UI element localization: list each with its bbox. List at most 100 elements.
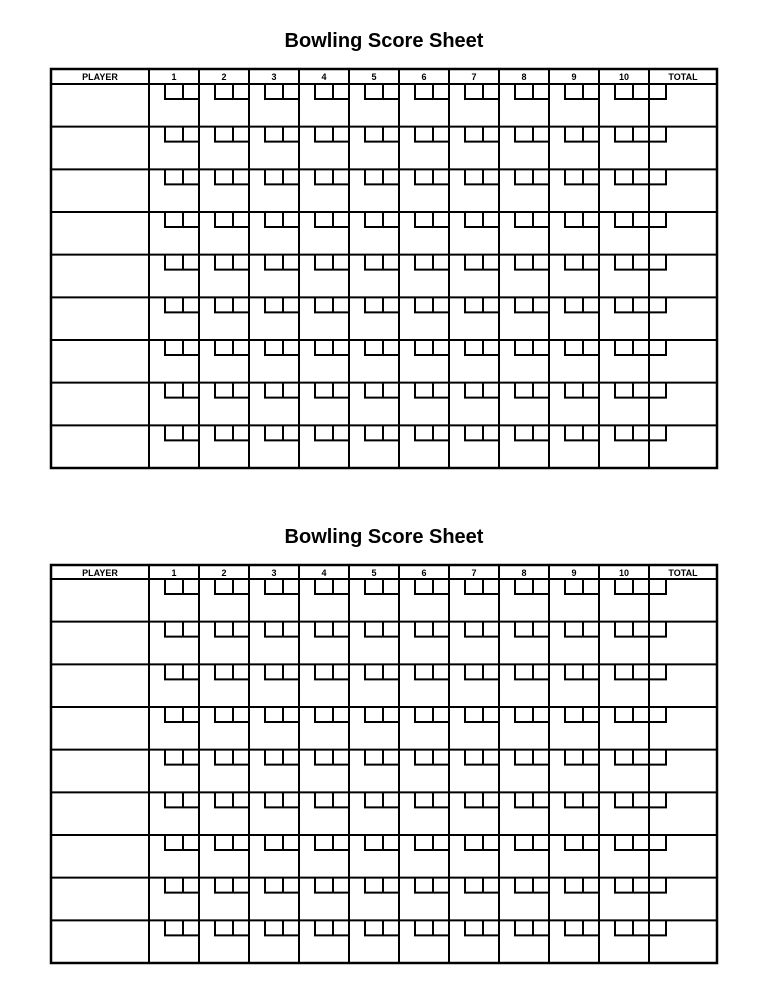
frame-ball-boxes[interactable] (564, 877, 599, 894)
frame-ball-boxes[interactable] (314, 212, 349, 228)
frame-ball-boxes[interactable] (164, 579, 199, 595)
frame-ball-boxes[interactable] (264, 792, 299, 809)
total-cell[interactable] (668, 257, 715, 296)
frame-ball-boxes[interactable] (214, 126, 249, 143)
frame-ball-boxes[interactable] (564, 707, 599, 723)
player-name-cell[interactable] (53, 922, 147, 961)
player-name-cell[interactable] (53, 86, 147, 125)
tenth-frame-third-ball-box[interactable] (649, 126, 667, 143)
tenth-frame-third-ball-box[interactable] (649, 382, 667, 399)
total-cell[interactable] (668, 385, 715, 424)
frame-ball-boxes[interactable] (614, 169, 649, 186)
frame-ball-boxes[interactable] (514, 877, 549, 894)
frame-ball-boxes[interactable] (164, 877, 199, 894)
frame-ball-boxes[interactable] (264, 664, 299, 681)
frame-ball-boxes[interactable] (464, 920, 499, 937)
player-name-cell[interactable] (53, 129, 147, 168)
frame-ball-boxes[interactable] (614, 835, 649, 851)
frame-ball-boxes[interactable] (314, 621, 349, 638)
player-name-cell[interactable] (53, 581, 147, 620)
frame-ball-boxes[interactable] (164, 297, 199, 314)
frame-ball-boxes[interactable] (264, 425, 299, 442)
frame-ball-boxes[interactable] (264, 382, 299, 399)
frame-ball-boxes[interactable] (314, 425, 349, 442)
total-cell[interactable] (668, 129, 715, 168)
total-cell[interactable] (668, 214, 715, 253)
frame-ball-boxes[interactable] (514, 297, 549, 314)
frame-ball-boxes[interactable] (514, 212, 549, 228)
frame-ball-boxes[interactable] (514, 621, 549, 638)
frame-ball-boxes[interactable] (364, 835, 399, 851)
frame-ball-boxes[interactable] (564, 425, 599, 442)
frame-ball-boxes[interactable] (364, 792, 399, 809)
frame-ball-boxes[interactable] (164, 792, 199, 809)
total-cell[interactable] (668, 427, 715, 466)
player-name-cell[interactable] (53, 880, 147, 919)
tenth-frame-third-ball-box[interactable] (649, 749, 667, 766)
frame-ball-boxes[interactable] (214, 835, 249, 851)
frame-ball-boxes[interactable] (214, 749, 249, 766)
frame-ball-boxes[interactable] (414, 212, 449, 228)
tenth-frame-third-ball-box[interactable] (649, 664, 667, 681)
frame-ball-boxes[interactable] (564, 254, 599, 271)
frame-ball-boxes[interactable] (164, 749, 199, 766)
player-name-cell[interactable] (53, 709, 147, 748)
frame-ball-boxes[interactable] (264, 254, 299, 271)
frame-ball-boxes[interactable] (214, 254, 249, 271)
frame-ball-boxes[interactable] (364, 621, 399, 638)
frame-ball-boxes[interactable] (164, 254, 199, 271)
frame-ball-boxes[interactable] (514, 169, 549, 186)
frame-ball-boxes[interactable] (314, 707, 349, 723)
frame-ball-boxes[interactable] (414, 425, 449, 442)
frame-ball-boxes[interactable] (564, 792, 599, 809)
frame-ball-boxes[interactable] (464, 621, 499, 638)
frame-ball-boxes[interactable] (414, 621, 449, 638)
frame-ball-boxes[interactable] (364, 749, 399, 766)
frame-ball-boxes[interactable] (264, 340, 299, 356)
frame-ball-boxes[interactable] (164, 382, 199, 399)
frame-ball-boxes[interactable] (314, 792, 349, 809)
total-cell[interactable] (668, 837, 715, 876)
frame-ball-boxes[interactable] (414, 792, 449, 809)
tenth-frame-third-ball-box[interactable] (649, 254, 667, 271)
frame-ball-boxes[interactable] (314, 877, 349, 894)
frame-ball-boxes[interactable] (464, 792, 499, 809)
tenth-frame-third-ball-box[interactable] (649, 920, 667, 937)
tenth-frame-third-ball-box[interactable] (649, 212, 667, 228)
total-cell[interactable] (668, 299, 715, 338)
frame-ball-boxes[interactable] (364, 169, 399, 186)
tenth-frame-third-ball-box[interactable] (649, 340, 667, 356)
frame-ball-boxes[interactable] (414, 340, 449, 356)
frame-ball-boxes[interactable] (264, 169, 299, 186)
frame-ball-boxes[interactable] (364, 382, 399, 399)
frame-ball-boxes[interactable] (364, 579, 399, 595)
frame-ball-boxes[interactable] (214, 212, 249, 228)
frame-ball-boxes[interactable] (414, 297, 449, 314)
total-cell[interactable] (668, 709, 715, 748)
frame-ball-boxes[interactable] (264, 920, 299, 937)
player-name-cell[interactable] (53, 171, 147, 210)
frame-ball-boxes[interactable] (614, 664, 649, 681)
frame-ball-boxes[interactable] (364, 877, 399, 894)
total-cell[interactable] (668, 171, 715, 210)
frame-ball-boxes[interactable] (264, 835, 299, 851)
tenth-frame-third-ball-box[interactable] (649, 297, 667, 314)
frame-ball-boxes[interactable] (514, 835, 549, 851)
frame-ball-boxes[interactable] (214, 579, 249, 595)
total-cell[interactable] (668, 86, 715, 125)
tenth-frame-third-ball-box[interactable] (649, 792, 667, 809)
frame-ball-boxes[interactable] (614, 749, 649, 766)
frame-ball-boxes[interactable] (564, 664, 599, 681)
player-name-cell[interactable] (53, 385, 147, 424)
frame-ball-boxes[interactable] (514, 84, 549, 100)
frame-ball-boxes[interactable] (514, 579, 549, 595)
frame-ball-boxes[interactable] (464, 382, 499, 399)
frame-ball-boxes[interactable] (414, 920, 449, 937)
frame-ball-boxes[interactable] (314, 664, 349, 681)
player-name-cell[interactable] (53, 666, 147, 705)
tenth-frame-third-ball-box[interactable] (649, 877, 667, 894)
frame-ball-boxes[interactable] (414, 835, 449, 851)
frame-ball-boxes[interactable] (214, 340, 249, 356)
frame-ball-boxes[interactable] (564, 84, 599, 100)
frame-ball-boxes[interactable] (314, 126, 349, 143)
